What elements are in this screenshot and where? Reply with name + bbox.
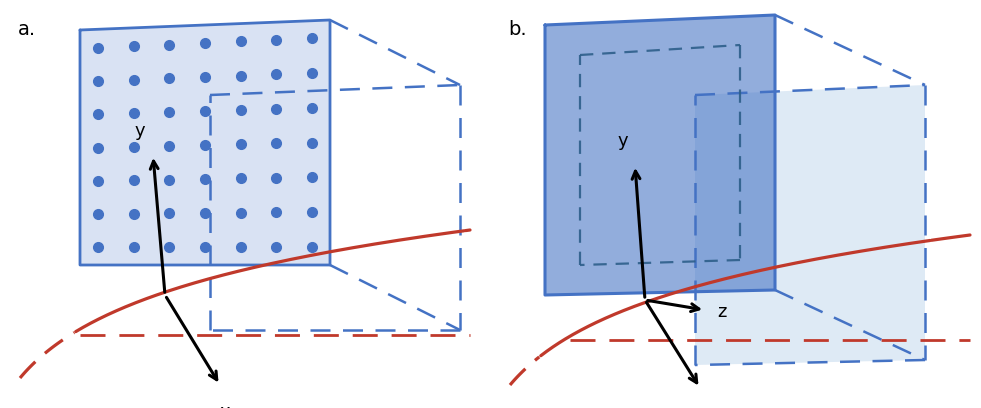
- Text: x: x: [699, 405, 710, 408]
- Polygon shape: [80, 20, 330, 265]
- Polygon shape: [695, 85, 925, 365]
- Text: z: z: [717, 303, 726, 321]
- Text: y: y: [618, 132, 628, 150]
- Text: b.: b.: [508, 20, 527, 39]
- Text: x: x: [220, 403, 231, 408]
- Text: a.: a.: [18, 20, 36, 39]
- Text: y: y: [134, 122, 145, 140]
- Polygon shape: [545, 15, 775, 295]
